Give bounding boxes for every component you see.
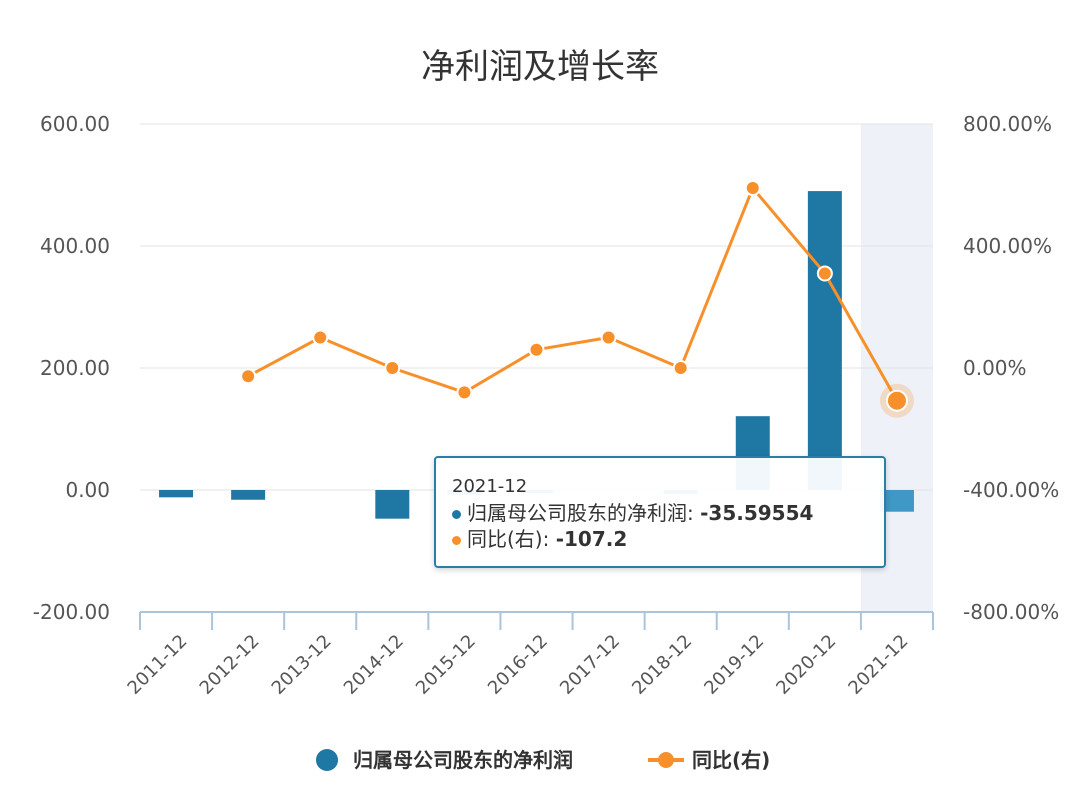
legend[interactable]: 归属母公司股东的净利润 同比(右) xyxy=(316,748,770,772)
legend-marker-profit xyxy=(316,749,338,771)
x-tick-label: 2013-12 xyxy=(268,631,336,699)
x-tick-label: 2019-12 xyxy=(700,631,768,699)
tooltip-label-profit: 归属母公司股东的净利润: xyxy=(467,501,694,525)
y-left-tick-label: 0.00 xyxy=(65,478,110,502)
x-tick-label: 2011-12 xyxy=(124,631,192,699)
legend-item-profit[interactable]: 归属母公司股东的净利润 xyxy=(316,748,573,772)
y-left-tick-label: 600.00 xyxy=(40,112,110,136)
series-line xyxy=(247,186,899,402)
x-tick-label: 2020-12 xyxy=(772,631,840,699)
line-point[interactable] xyxy=(885,389,908,412)
x-tick-label: 2014-12 xyxy=(340,631,408,699)
chart-title: 净利润及增长率 xyxy=(421,47,659,87)
y-left-tick-label: 200.00 xyxy=(40,356,110,380)
line-point[interactable] xyxy=(528,341,545,358)
x-tick-label: 2021-12 xyxy=(844,631,912,699)
line-point[interactable] xyxy=(312,329,329,346)
tooltip-value-yoy: -107.2 xyxy=(555,527,628,551)
y-right-tick-label: -800.00% xyxy=(963,600,1059,624)
tooltip-label-yoy: 同比(右): xyxy=(467,527,550,551)
x-tick-label: 2015-12 xyxy=(412,631,480,699)
tooltip-value-profit: -35.59554 xyxy=(700,501,814,525)
x-tick-label: 2017-12 xyxy=(556,631,624,699)
line-point[interactable] xyxy=(240,368,257,385)
bar[interactable] xyxy=(231,490,266,500)
line-point[interactable] xyxy=(456,384,473,401)
y-right-tick-label: 0.00% xyxy=(963,356,1027,380)
tooltip-row-profit: 归属母公司股东的净利润: -35.59554 xyxy=(452,500,884,526)
line-series[interactable] xyxy=(240,180,914,418)
y-axis-left: 600.00 400.00 200.00 0.00 -200.00 xyxy=(33,112,110,624)
x-tick-label: 2012-12 xyxy=(196,631,264,699)
y-left-tick-label: 400.00 xyxy=(40,234,110,258)
legend-label-profit: 归属母公司股东的净利润 xyxy=(353,748,573,772)
y-right-tick-label: 400.00% xyxy=(963,234,1052,258)
bar[interactable] xyxy=(879,490,914,512)
y-right-tick-label: -400.00% xyxy=(963,478,1059,502)
legend-marker-yoy xyxy=(658,752,674,768)
line-point[interactable] xyxy=(816,265,833,282)
tooltip-header: 2021-12 xyxy=(452,476,528,497)
line-point[interactable] xyxy=(600,329,617,346)
legend-label-yoy: 同比(右) xyxy=(692,748,770,772)
line-point[interactable] xyxy=(384,360,401,376)
y-right-tick-label: 800.00% xyxy=(963,112,1052,136)
legend-item-yoy[interactable]: 同比(右) xyxy=(648,748,770,772)
tooltip: 2021-12 归属母公司股东的净利润: -35.59554 同比(右): -1… xyxy=(434,456,886,568)
line-point[interactable] xyxy=(744,180,761,197)
x-tick-label: 2016-12 xyxy=(484,631,552,699)
x-axis: 2011-12 2012-12 2013-12 2014-12 2015-12 2016-… xyxy=(124,611,934,699)
tooltip-row-yoy: 同比(右): -107.2 xyxy=(452,526,884,552)
bar[interactable] xyxy=(159,490,194,498)
tooltip-dot-yoy xyxy=(452,536,461,545)
bar[interactable] xyxy=(807,191,842,490)
bar[interactable] xyxy=(375,490,410,519)
tooltip-dot-profit xyxy=(452,510,461,519)
x-tick-label: 2018-12 xyxy=(628,631,696,699)
line-point[interactable] xyxy=(672,360,689,376)
y-left-tick-label: -200.00 xyxy=(33,600,110,624)
y-axis-right: 800.00% 400.00% 0.00% -400.00% -800.00% xyxy=(963,112,1059,624)
